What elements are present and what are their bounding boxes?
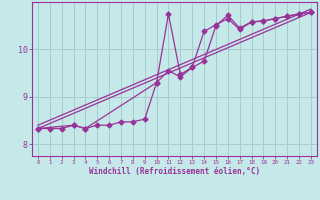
X-axis label: Windchill (Refroidissement éolien,°C): Windchill (Refroidissement éolien,°C) [89,167,260,176]
